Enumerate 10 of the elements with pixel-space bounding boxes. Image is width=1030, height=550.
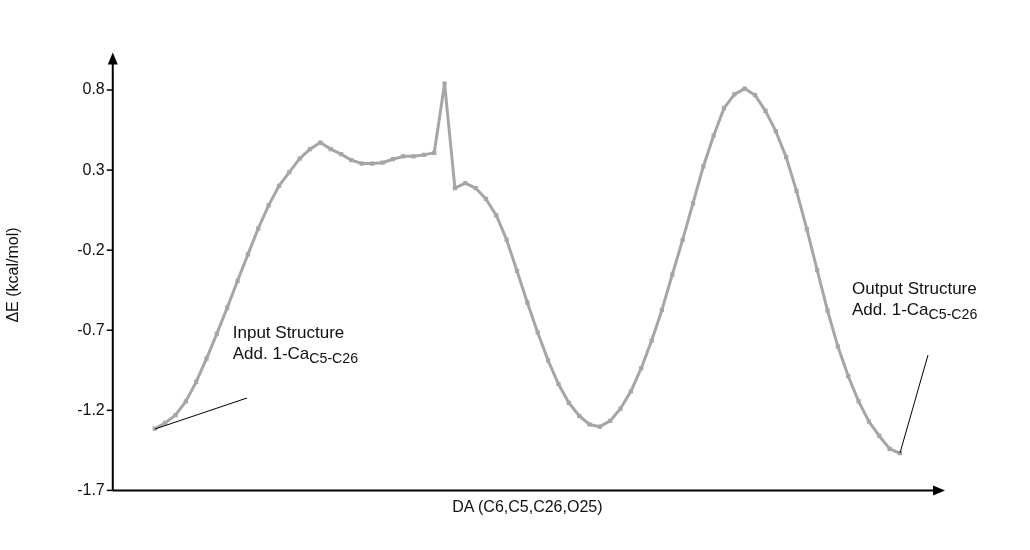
y-tick-label: -1.2 — [77, 400, 105, 418]
annotation: Output Structure Add. 1-Ca$_{C5-C26}$ — [852, 278, 978, 325]
y-tick-label: -0.7 — [77, 320, 105, 338]
y-tick-label: -0.2 — [77, 240, 105, 258]
y-tick-label: -1.7 — [77, 480, 105, 498]
y-axis-title: ΔE (kcal/mol) — [4, 227, 22, 323]
y-tick-label: 0.8 — [82, 80, 105, 98]
x-axis-title: DA (C6,C5,C26,O25) — [452, 498, 603, 516]
y-tick-label: 0.3 — [82, 160, 105, 178]
annotation: Input Structure Add. 1-Ca$_{C5-C26}$ — [232, 321, 359, 369]
